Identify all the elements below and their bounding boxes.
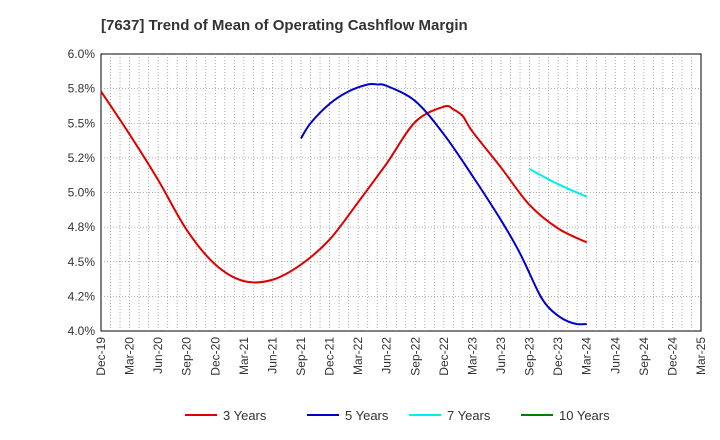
legend-label-10-years: 10 Years bbox=[559, 408, 610, 423]
x-tick-label: Dec-19 bbox=[94, 337, 108, 376]
x-tick-label: Sep-24 bbox=[637, 337, 651, 376]
y-tick-label: 5.5% bbox=[68, 116, 96, 130]
y-tick-label: 6.0% bbox=[68, 47, 96, 61]
x-tick-label: Jun-24 bbox=[608, 337, 622, 374]
series-lines bbox=[100, 82, 588, 326]
x-tick-label: Jun-22 bbox=[380, 337, 394, 374]
x-tick-label: Jun-23 bbox=[494, 337, 508, 374]
legend-label-7-years: 7 Years bbox=[447, 408, 491, 423]
y-tick-label: 5.2% bbox=[68, 151, 96, 165]
x-tick-label: Mar-24 bbox=[580, 337, 594, 375]
x-tick-label: Jun-21 bbox=[265, 337, 279, 374]
x-axis-tick-labels: Dec-19 Mar-20 Jun-20 Sep-20 Dec-20 Mar-21 Jun-… bbox=[94, 337, 708, 376]
horizontal-gridlines bbox=[101, 88, 701, 297]
x-tick-label: Dec-24 bbox=[665, 337, 679, 376]
series-line-3-years bbox=[100, 90, 588, 284]
y-tick-label: 4.2% bbox=[68, 289, 96, 303]
x-tick-label: Jun-20 bbox=[151, 337, 165, 374]
x-tick-label: Dec-23 bbox=[551, 337, 565, 376]
x-tick-label: Mar-20 bbox=[123, 337, 137, 375]
legend-label-5-years: 5 Years bbox=[345, 408, 389, 423]
legend: 3 Years 5 Years 7 Years 10 Years bbox=[185, 408, 610, 423]
x-tick-label: Sep-20 bbox=[180, 337, 194, 376]
legend-label-3-years: 3 Years bbox=[223, 408, 267, 423]
x-tick-label: Sep-22 bbox=[408, 337, 422, 376]
x-tick-label: Dec-22 bbox=[437, 337, 451, 376]
x-tick-label: Mar-25 bbox=[694, 337, 708, 375]
y-tick-label: 4.8% bbox=[68, 220, 96, 234]
x-tick-label: Dec-21 bbox=[323, 337, 337, 376]
y-tick-label: 5.8% bbox=[68, 82, 96, 96]
y-tick-label: 4.5% bbox=[68, 255, 96, 269]
x-tick-label: Mar-22 bbox=[351, 337, 365, 375]
x-tick-label: Mar-23 bbox=[465, 337, 479, 375]
x-tick-label: Sep-21 bbox=[294, 337, 308, 376]
x-tick-label: Dec-20 bbox=[208, 337, 222, 376]
series-line-7-years bbox=[529, 168, 588, 198]
chart-title: [7637] Trend of Mean of Operating Cashfl… bbox=[101, 17, 468, 34]
series-line-5-years bbox=[300, 82, 587, 326]
y-tick-label: 4.0% bbox=[68, 324, 96, 338]
y-tick-label: 5.0% bbox=[68, 186, 96, 200]
x-tick-label: Sep-23 bbox=[523, 337, 537, 376]
x-tick-label: Mar-21 bbox=[237, 337, 251, 375]
y-axis-tick-labels: 4.0% 4.2% 4.5% 4.8% 5.0% 5.2% 5.5% 5.8% 6.0% bbox=[68, 47, 96, 338]
